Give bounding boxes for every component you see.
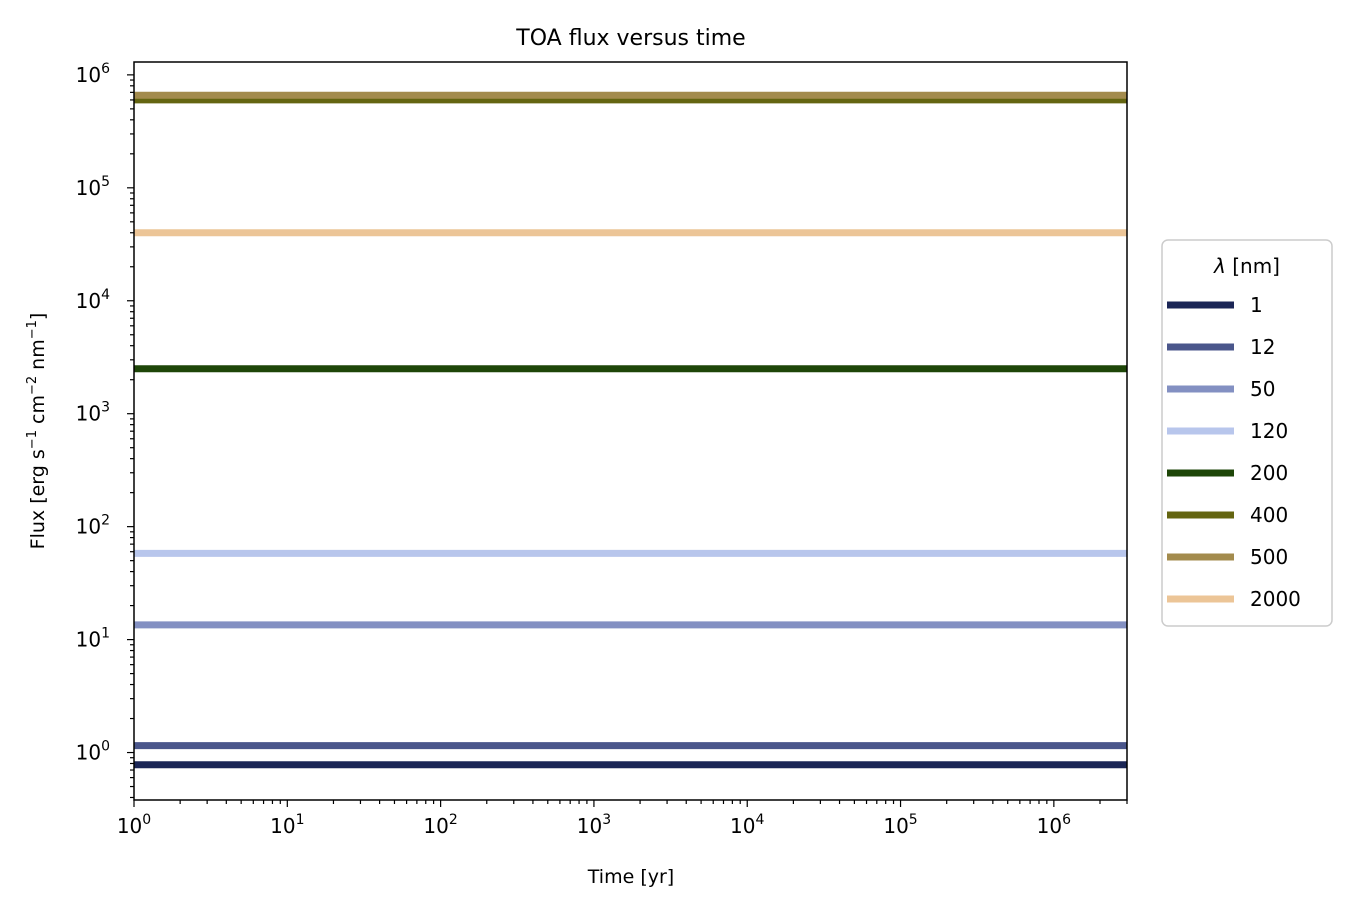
legend-label-2000: 2000 xyxy=(1250,587,1301,611)
y-tick-label: 101 xyxy=(76,626,110,652)
legend-title: λ [nm] xyxy=(1213,254,1280,278)
y-tick-label: 106 xyxy=(76,61,110,87)
legend: λ [nm] 1 12 50 120 200 400 500 2000 xyxy=(1161,239,1333,627)
y-tick-label: 100 xyxy=(76,739,110,765)
x-tick-label: 106 xyxy=(1037,812,1071,838)
x-tick-label: 103 xyxy=(577,812,611,838)
legend-label-50: 50 xyxy=(1250,377,1275,401)
legend-label-500: 500 xyxy=(1250,545,1288,569)
legend-label-120: 120 xyxy=(1250,419,1288,443)
legend-label-12: 12 xyxy=(1250,335,1275,359)
x-tick-label: 105 xyxy=(883,812,917,838)
y-axis-label: Flux [erg s−1 cm−2 nm−1] xyxy=(25,313,49,550)
x-axis: 100 101 102 103 104 105 106 xyxy=(117,800,1128,838)
legend-label-200: 200 xyxy=(1250,461,1288,485)
y-axis: 100 101 102 103 104 105 106 xyxy=(76,61,134,799)
y-tick-label: 104 xyxy=(76,287,110,313)
x-axis-label: Time [yr] xyxy=(587,866,674,888)
x-tick-label: 100 xyxy=(117,812,151,838)
legend-frame xyxy=(1161,239,1333,627)
y-tick-label: 105 xyxy=(76,174,110,200)
x-tick-label: 102 xyxy=(423,812,457,838)
plot-area: 100 101 102 103 104 105 1061001011021031041051… xyxy=(76,61,1128,838)
chart-title: TOA flux versus time xyxy=(515,26,745,51)
x-tick-label: 104 xyxy=(730,812,764,838)
legend-label-1: 1 xyxy=(1250,293,1263,317)
y-tick-label: 103 xyxy=(76,400,110,426)
x-tick-label: 101 xyxy=(270,812,304,838)
y-tick-label: 102 xyxy=(76,513,110,539)
plot-frame xyxy=(133,61,1128,801)
legend-label-400: 400 xyxy=(1250,503,1288,527)
